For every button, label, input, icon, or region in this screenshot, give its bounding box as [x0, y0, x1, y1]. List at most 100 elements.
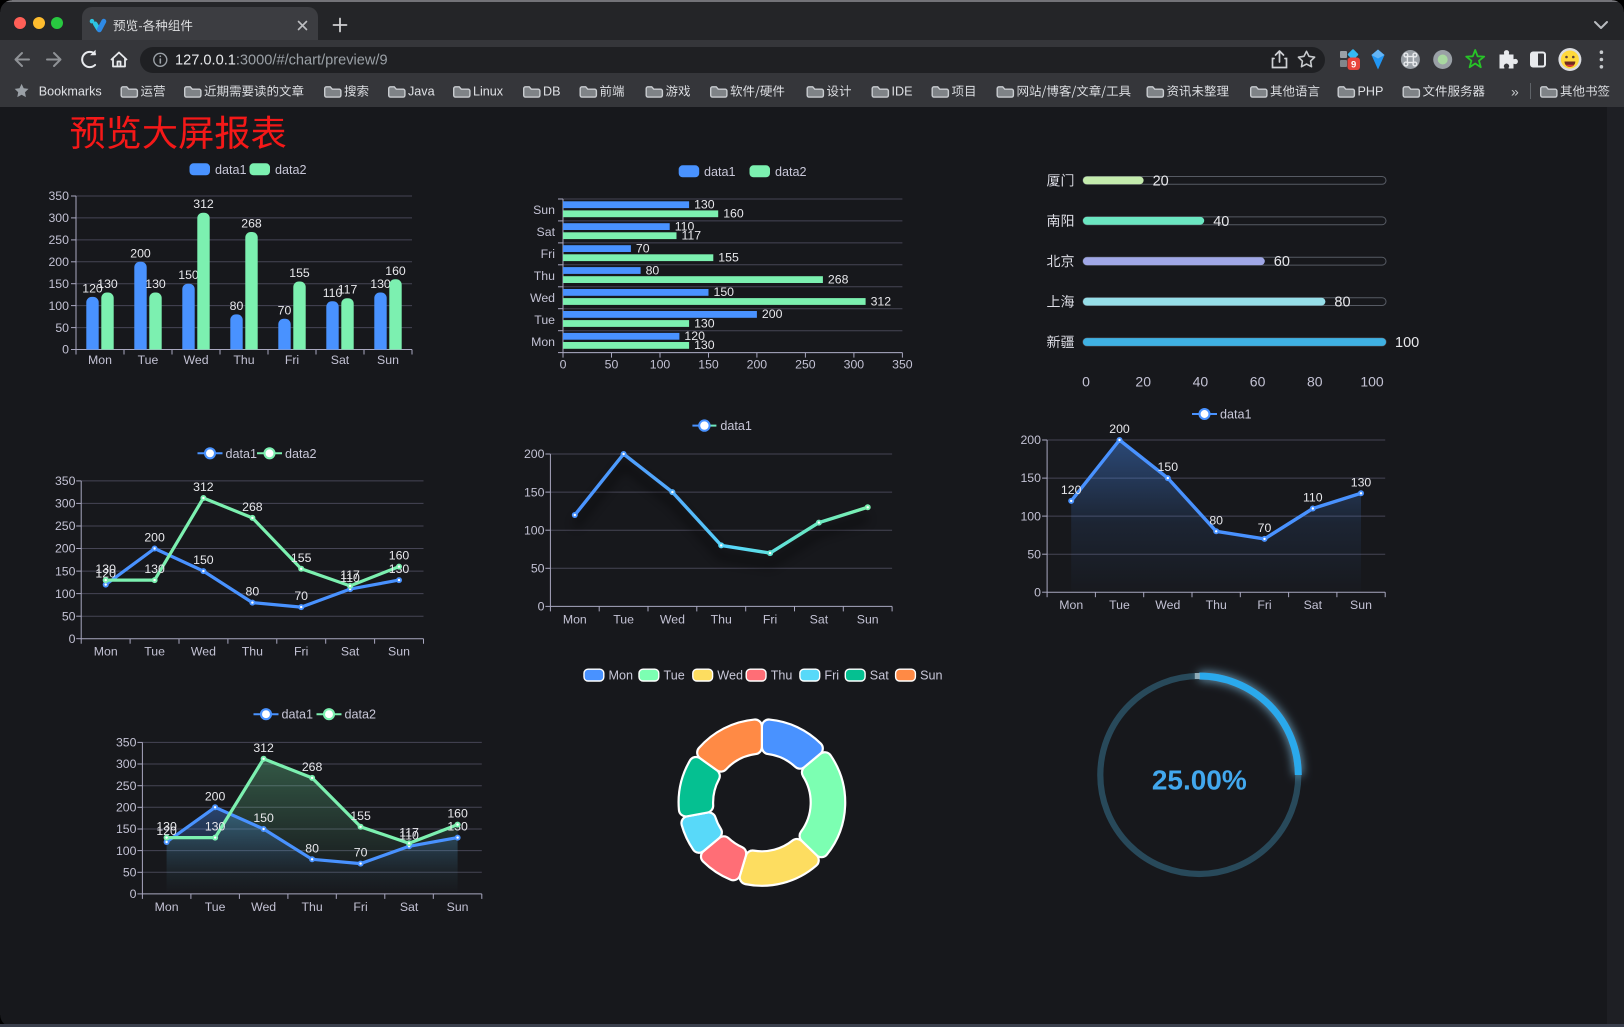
svg-text:250: 250 [795, 358, 816, 372]
svg-text:Mon: Mon [1059, 598, 1083, 612]
svg-text:Sun: Sun [447, 900, 469, 914]
svg-text:160: 160 [389, 549, 410, 563]
svg-text:117: 117 [338, 283, 358, 297]
svg-text:40: 40 [1213, 214, 1229, 230]
svg-text:Tue: Tue [1109, 598, 1130, 612]
svg-text:Mon: Mon [531, 335, 555, 349]
svg-text:60: 60 [1274, 254, 1290, 270]
svg-text:80: 80 [230, 299, 244, 313]
svg-text:50: 50 [1027, 547, 1041, 561]
svg-text:Sat: Sat [331, 353, 350, 367]
svg-text:300: 300 [55, 497, 76, 511]
svg-text:Wed: Wed [1155, 598, 1180, 612]
svg-text:Java: Java [408, 85, 435, 99]
svg-text:117: 117 [399, 825, 419, 839]
svg-text:50: 50 [123, 866, 137, 880]
svg-text:150: 150 [178, 268, 199, 282]
svg-text:160: 160 [385, 264, 406, 278]
svg-text:data1: data1 [226, 447, 258, 461]
svg-text:Mon: Mon [94, 645, 118, 659]
svg-text:Tue: Tue [613, 612, 634, 626]
svg-text:50: 50 [531, 562, 545, 576]
svg-text:130: 130 [694, 338, 715, 352]
svg-text:268: 268 [241, 217, 262, 231]
svg-text:80: 80 [1334, 295, 1350, 311]
svg-text:25.00%: 25.00% [1152, 765, 1247, 796]
svg-text:Wed: Wed [717, 669, 743, 683]
svg-text:117: 117 [340, 568, 360, 582]
svg-text:80: 80 [1209, 513, 1223, 527]
svg-text:Sat: Sat [341, 645, 360, 659]
svg-text:9: 9 [1351, 59, 1356, 70]
svg-text:data2: data2 [275, 163, 307, 177]
svg-text:130: 130 [145, 277, 166, 291]
svg-text:130: 130 [694, 316, 715, 330]
svg-text:Wed: Wed [191, 645, 216, 659]
svg-text:200: 200 [524, 447, 545, 461]
svg-text:120: 120 [1061, 483, 1082, 497]
svg-text:Fri: Fri [541, 247, 555, 261]
svg-text:data1: data1 [720, 419, 752, 433]
svg-text:70: 70 [636, 241, 650, 255]
svg-text:Wed: Wed [660, 612, 685, 626]
svg-text:200: 200 [144, 531, 165, 545]
svg-text:117: 117 [682, 229, 702, 243]
svg-text:100: 100 [116, 844, 137, 858]
svg-text:Thu: Thu [301, 900, 322, 914]
svg-text:110: 110 [675, 219, 695, 233]
svg-text:Thu: Thu [233, 353, 254, 367]
svg-text:130: 130 [144, 562, 165, 576]
svg-text:350: 350 [116, 736, 137, 750]
svg-text:150: 150 [1020, 471, 1041, 485]
svg-text:268: 268 [302, 760, 323, 774]
svg-text:DB: DB [543, 85, 561, 99]
svg-text:Fri: Fri [824, 669, 839, 683]
svg-text:Tue: Tue [138, 353, 159, 367]
svg-text:Thu: Thu [711, 612, 732, 626]
svg-text:130: 130 [156, 820, 177, 834]
svg-text:120: 120 [95, 567, 116, 581]
svg-text:Bookmarks: Bookmarks [39, 85, 102, 99]
svg-text:130: 130 [95, 562, 116, 576]
svg-text:155: 155 [350, 809, 371, 823]
svg-text:Sun: Sun [377, 353, 399, 367]
svg-text:100: 100 [524, 523, 545, 537]
svg-text:100: 100 [55, 587, 76, 601]
svg-text:200: 200 [1020, 433, 1041, 447]
svg-text:200: 200 [55, 542, 76, 556]
svg-text:80: 80 [305, 841, 319, 855]
svg-text:150: 150 [253, 811, 274, 825]
svg-text:155: 155 [289, 266, 310, 280]
svg-text:data1: data1 [1220, 408, 1252, 422]
svg-text:data2: data2 [345, 708, 377, 722]
svg-text:Mon: Mon [609, 669, 634, 683]
svg-text:Tue: Tue [534, 313, 555, 327]
svg-text:150: 150 [55, 564, 76, 578]
svg-text:»: » [1511, 84, 1519, 100]
svg-text:Sun: Sun [1350, 598, 1372, 612]
svg-text:120: 120 [82, 281, 103, 295]
svg-text:250: 250 [55, 519, 76, 533]
svg-text:130: 130 [694, 198, 715, 212]
svg-text:200: 200 [205, 789, 226, 803]
svg-text:Tue: Tue [664, 669, 685, 683]
svg-text:Sun: Sun [857, 612, 879, 626]
svg-text:PHP: PHP [1358, 85, 1384, 99]
svg-text:150: 150 [1158, 460, 1179, 474]
svg-text:Tue: Tue [205, 900, 226, 914]
svg-text:Sat: Sat [1304, 598, 1323, 612]
svg-text:130: 130 [205, 820, 226, 834]
svg-text:Wed: Wed [251, 900, 276, 914]
svg-text:120: 120 [684, 329, 705, 343]
svg-text:20: 20 [1135, 374, 1151, 390]
svg-text:300: 300 [116, 757, 137, 771]
svg-text:data1: data1 [282, 708, 314, 722]
svg-text:Sat: Sat [810, 612, 829, 626]
svg-text:50: 50 [605, 358, 619, 372]
svg-text:130: 130 [370, 277, 391, 291]
svg-text:data1: data1 [215, 163, 247, 177]
svg-text:312: 312 [871, 294, 892, 308]
svg-text:312: 312 [253, 741, 274, 755]
svg-text:110: 110 [323, 286, 343, 300]
svg-text:100: 100 [650, 358, 671, 372]
